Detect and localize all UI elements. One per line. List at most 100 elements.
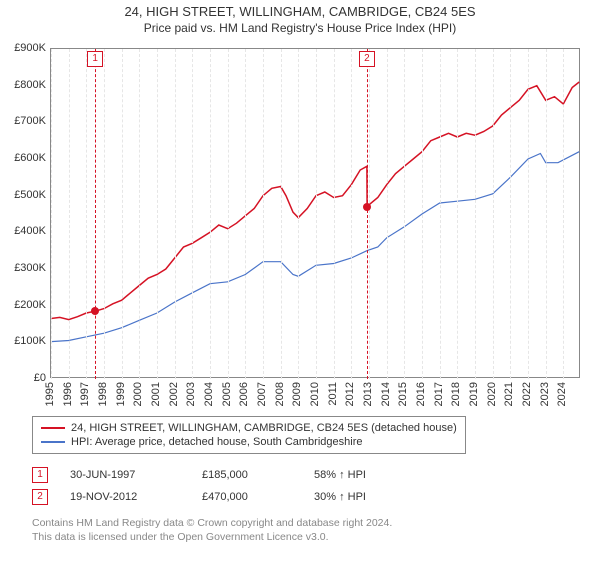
sales-badge-1: 1 bbox=[32, 467, 48, 483]
x-gridline bbox=[281, 49, 282, 379]
x-gridline bbox=[69, 49, 70, 379]
y-tick-label: £700K bbox=[0, 115, 46, 127]
x-tick-label: 2006 bbox=[238, 382, 250, 406]
x-gridline bbox=[528, 49, 529, 379]
x-gridline bbox=[122, 49, 123, 379]
x-gridline bbox=[210, 49, 211, 379]
y-tick-label: £500K bbox=[0, 189, 46, 201]
legend-item-property: 24, HIGH STREET, WILLINGHAM, CAMBRIDGE, … bbox=[41, 421, 457, 435]
x-tick-label: 2023 bbox=[539, 382, 551, 406]
x-tick-label: 2024 bbox=[556, 382, 568, 406]
sales-price-1: £185,000 bbox=[202, 469, 292, 481]
legend-label-property: 24, HIGH STREET, WILLINGHAM, CAMBRIDGE, … bbox=[71, 422, 457, 434]
x-gridline bbox=[369, 49, 370, 379]
footnote-line1: Contains HM Land Registry data © Crown c… bbox=[32, 516, 392, 530]
sales-row-2: 2 19-NOV-2012 £470,000 30% ↑ HPI bbox=[32, 486, 366, 508]
plot-box: 12 bbox=[50, 48, 580, 378]
x-tick-label: 2005 bbox=[221, 382, 233, 406]
x-tick-label: 2003 bbox=[185, 382, 197, 406]
chart-subtitle: Price paid vs. HM Land Registry's House … bbox=[0, 21, 600, 35]
sales-date-1: 30-JUN-1997 bbox=[70, 469, 180, 481]
marker-dot-2 bbox=[363, 203, 371, 211]
y-tick-label: £300K bbox=[0, 262, 46, 274]
x-tick-label: 1998 bbox=[97, 382, 109, 406]
x-tick-label: 2020 bbox=[486, 382, 498, 406]
x-tick-label: 2000 bbox=[132, 382, 144, 406]
x-tick-label: 2021 bbox=[503, 382, 515, 406]
x-gridline bbox=[387, 49, 388, 379]
x-gridline bbox=[175, 49, 176, 379]
y-tick-label: £0 bbox=[0, 372, 46, 384]
x-gridline bbox=[351, 49, 352, 379]
x-gridline bbox=[51, 49, 52, 379]
x-gridline bbox=[263, 49, 264, 379]
x-tick-label: 2007 bbox=[256, 382, 268, 406]
sales-table: 1 30-JUN-1997 £185,000 58% ↑ HPI 2 19-NO… bbox=[32, 464, 366, 508]
x-tick-label: 2001 bbox=[150, 382, 162, 406]
x-gridline bbox=[228, 49, 229, 379]
x-tick-label: 1996 bbox=[62, 382, 74, 406]
y-tick-label: £800K bbox=[0, 79, 46, 91]
marker-badge-2: 2 bbox=[359, 51, 375, 67]
x-gridline bbox=[157, 49, 158, 379]
x-tick-label: 2015 bbox=[397, 382, 409, 406]
x-tick-label: 2017 bbox=[433, 382, 445, 406]
footnote-line2: This data is licensed under the Open Gov… bbox=[32, 530, 392, 544]
y-tick-label: £600K bbox=[0, 152, 46, 164]
x-tick-label: 1999 bbox=[115, 382, 127, 406]
legend-swatch-property bbox=[41, 427, 65, 429]
sales-badge-2: 2 bbox=[32, 489, 48, 505]
x-tick-label: 2012 bbox=[344, 382, 356, 406]
x-tick-label: 1995 bbox=[44, 382, 56, 406]
x-gridline bbox=[334, 49, 335, 379]
x-gridline bbox=[245, 49, 246, 379]
chart-container: 24, HIGH STREET, WILLINGHAM, CAMBRIDGE, … bbox=[0, 4, 600, 564]
x-tick-label: 2008 bbox=[274, 382, 286, 406]
x-tick-label: 2004 bbox=[203, 382, 215, 406]
x-tick-label: 2013 bbox=[362, 382, 374, 406]
marker-line-1 bbox=[95, 49, 96, 379]
legend-box: 24, HIGH STREET, WILLINGHAM, CAMBRIDGE, … bbox=[32, 416, 466, 454]
legend-swatch-hpi bbox=[41, 441, 65, 443]
x-gridline bbox=[422, 49, 423, 379]
x-tick-label: 2011 bbox=[327, 382, 339, 406]
sales-row-1: 1 30-JUN-1997 £185,000 58% ↑ HPI bbox=[32, 464, 366, 486]
sales-date-2: 19-NOV-2012 bbox=[70, 491, 180, 503]
y-tick-label: £900K bbox=[0, 42, 46, 54]
y-tick-label: £400K bbox=[0, 225, 46, 237]
x-gridline bbox=[440, 49, 441, 379]
x-tick-label: 2022 bbox=[521, 382, 533, 406]
x-gridline bbox=[104, 49, 105, 379]
sales-price-2: £470,000 bbox=[202, 491, 292, 503]
x-tick-label: 2014 bbox=[380, 382, 392, 406]
x-gridline bbox=[475, 49, 476, 379]
x-gridline bbox=[298, 49, 299, 379]
x-gridline bbox=[192, 49, 193, 379]
x-gridline bbox=[86, 49, 87, 379]
marker-badge-1: 1 bbox=[87, 51, 103, 67]
x-gridline bbox=[546, 49, 547, 379]
chart-title: 24, HIGH STREET, WILLINGHAM, CAMBRIDGE, … bbox=[0, 4, 600, 19]
sales-delta-2: 30% ↑ HPI bbox=[314, 491, 366, 503]
x-gridline bbox=[457, 49, 458, 379]
x-tick-label: 2010 bbox=[309, 382, 321, 406]
x-gridline bbox=[139, 49, 140, 379]
x-tick-label: 2009 bbox=[291, 382, 303, 406]
x-tick-label: 2002 bbox=[168, 382, 180, 406]
legend-item-hpi: HPI: Average price, detached house, Sout… bbox=[41, 435, 457, 449]
x-gridline bbox=[563, 49, 564, 379]
marker-line-2 bbox=[367, 49, 368, 379]
footnote: Contains HM Land Registry data © Crown c… bbox=[32, 516, 392, 544]
x-tick-label: 2019 bbox=[468, 382, 480, 406]
sales-delta-1: 58% ↑ HPI bbox=[314, 469, 366, 481]
marker-dot-1 bbox=[91, 307, 99, 315]
x-gridline bbox=[493, 49, 494, 379]
legend-label-hpi: HPI: Average price, detached house, Sout… bbox=[71, 436, 362, 448]
x-tick-label: 1997 bbox=[79, 382, 91, 406]
y-tick-label: £200K bbox=[0, 299, 46, 311]
y-tick-label: £100K bbox=[0, 335, 46, 347]
plot-area: 12 £0£100K£200K£300K£400K£500K£600K£700K… bbox=[50, 48, 580, 378]
x-gridline bbox=[510, 49, 511, 379]
x-tick-label: 2018 bbox=[450, 382, 462, 406]
x-tick-label: 2016 bbox=[415, 382, 427, 406]
